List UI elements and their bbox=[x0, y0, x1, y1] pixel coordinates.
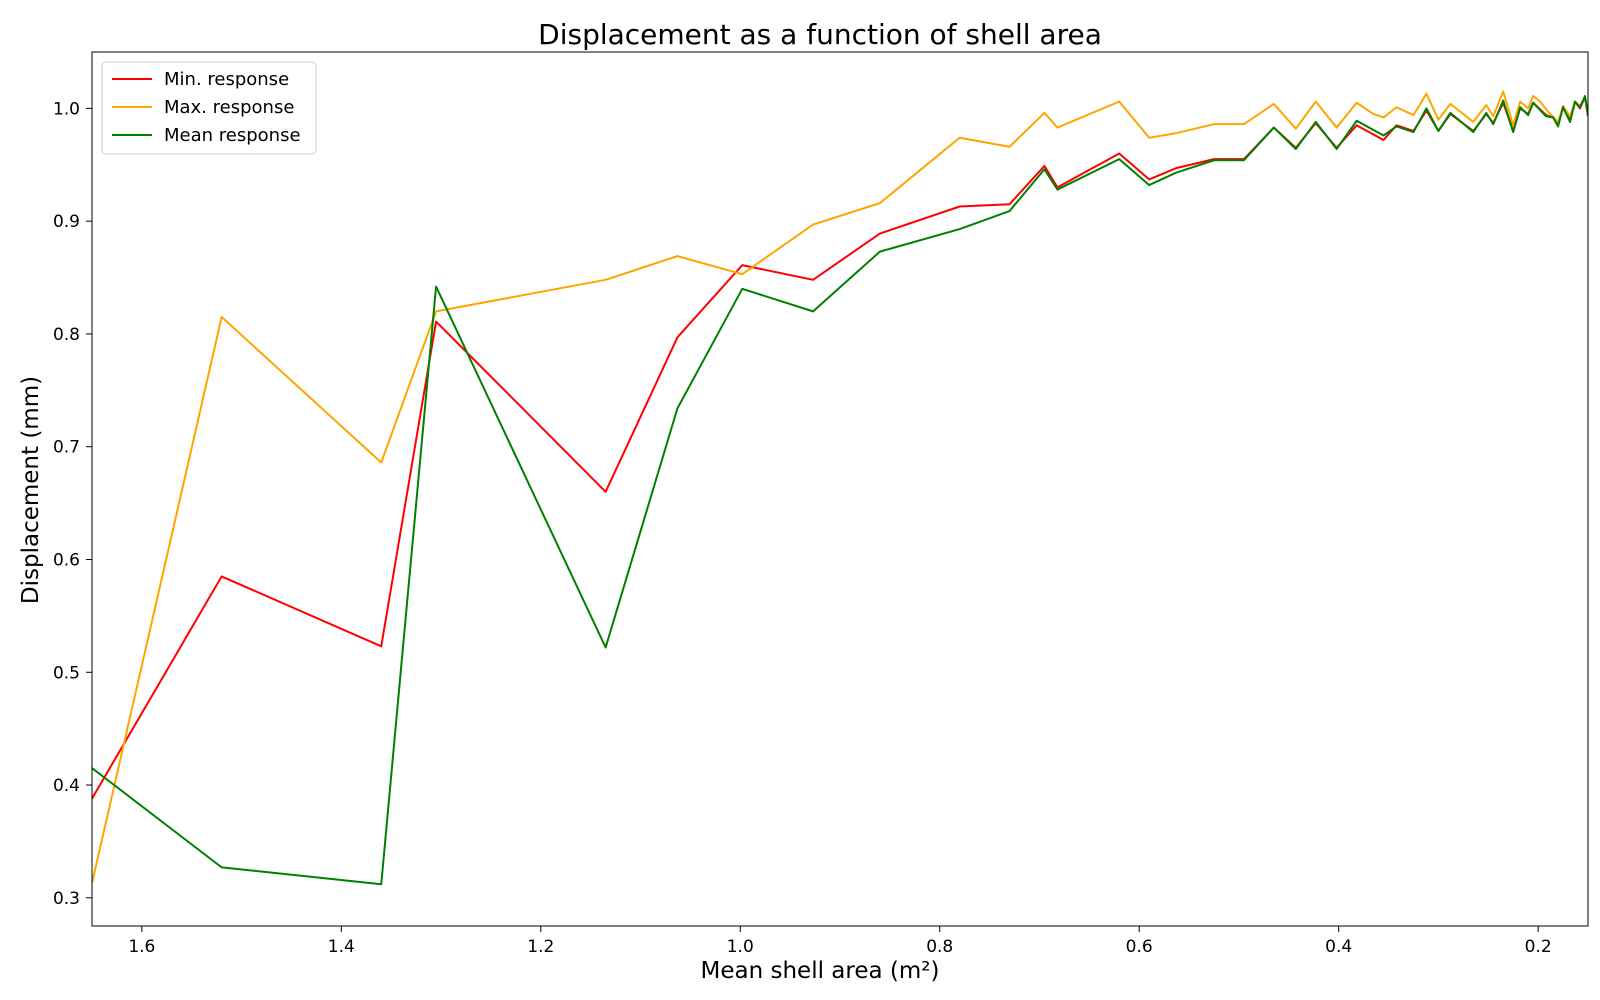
chart-title: Displacement as a function of shell area bbox=[538, 18, 1102, 51]
x-axis-label: Mean shell area (m²) bbox=[701, 958, 940, 984]
x-tick-label: 0.4 bbox=[1325, 937, 1352, 957]
y-tick-label: 0.8 bbox=[53, 325, 80, 345]
x-tick-label: 1.2 bbox=[527, 937, 554, 957]
legend: Min. response Max. response Mean response bbox=[101, 61, 317, 155]
y-tick-label: 0.4 bbox=[53, 776, 80, 796]
x-tick-label: 0.8 bbox=[926, 937, 953, 957]
x-axis-ticks: 1.6 1.4 1.2 1.0 0.8 0.6 0.4 0.2 bbox=[128, 926, 1552, 957]
legend-label: Max. response bbox=[164, 97, 294, 118]
y-axis-ticks: 0.3 0.4 0.5 0.6 0.7 0.8 0.9 1.0 bbox=[53, 99, 92, 909]
x-tick-label: 0.2 bbox=[1525, 937, 1552, 957]
y-tick-label: 0.7 bbox=[53, 438, 80, 458]
x-tick-label: 0.6 bbox=[1126, 937, 1153, 957]
x-tick-label: 1.6 bbox=[128, 937, 155, 957]
y-tick-label: 0.6 bbox=[53, 550, 80, 570]
y-tick-label: 0.9 bbox=[53, 212, 80, 232]
x-tick-label: 1.0 bbox=[727, 937, 754, 957]
legend-label: Mean response bbox=[164, 125, 301, 146]
series-line-max-response bbox=[92, 90, 1588, 884]
y-axis-label: Displacement (mm) bbox=[18, 376, 44, 604]
x-tick-label: 1.4 bbox=[328, 937, 355, 957]
y-tick-label: 0.3 bbox=[53, 889, 80, 909]
plot-frame bbox=[91, 51, 1589, 927]
y-tick-label: 0.5 bbox=[53, 663, 80, 683]
legend-label: Min. response bbox=[164, 69, 289, 90]
plot-lines bbox=[92, 90, 1588, 886]
series-line-mean-response bbox=[92, 94, 1588, 886]
series-line-min-response bbox=[92, 96, 1588, 800]
y-tick-label: 1.0 bbox=[53, 99, 80, 119]
legend-box bbox=[101, 61, 317, 155]
